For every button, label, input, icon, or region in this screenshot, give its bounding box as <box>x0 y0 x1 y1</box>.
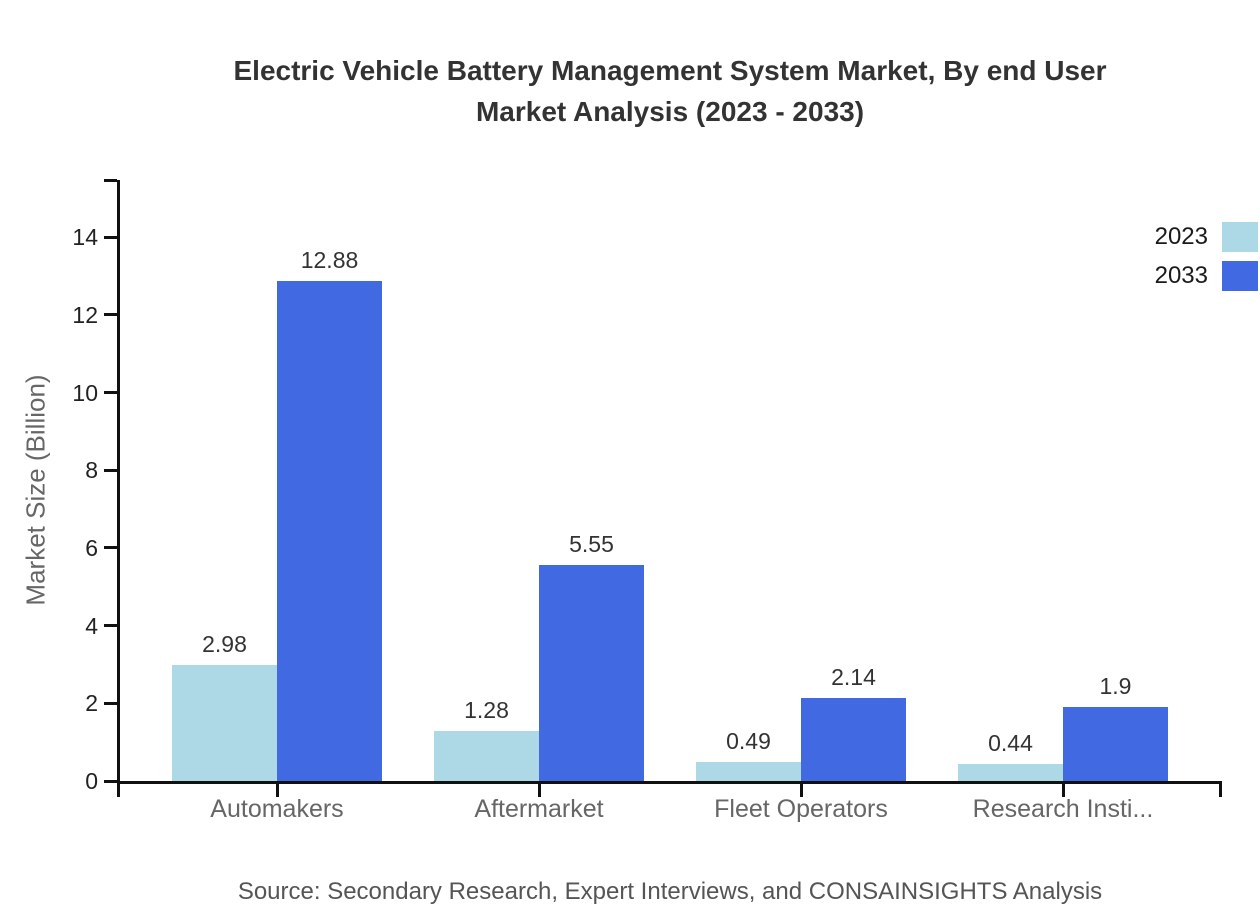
y-tick-label: 10 <box>72 379 98 406</box>
legend-item-2033: 2033 <box>1155 261 1258 291</box>
y-axis-title: Market Size (Billion) <box>20 374 51 606</box>
y-tick <box>104 391 117 394</box>
bar-2033-1 <box>539 565 644 781</box>
x-axis-left-end-tick <box>117 784 120 797</box>
y-tick <box>104 546 117 550</box>
y-tick-label: 2 <box>85 690 98 717</box>
category-label-1: Aftermarket <box>474 795 604 823</box>
x-tick-2 <box>799 784 803 797</box>
y-tick <box>104 235 117 239</box>
category-label-3: Research Insti... <box>972 795 1154 823</box>
x-tick-0 <box>275 784 279 797</box>
y-tick <box>104 313 117 317</box>
bar-value-2023-2: 0.49 <box>726 727 771 754</box>
y-tick-label: 8 <box>85 457 98 484</box>
bar-2023-0 <box>172 665 277 781</box>
bar-value-2033-1: 5.55 <box>569 531 614 558</box>
category-label-0: Automakers <box>210 795 344 823</box>
bar-2033-2 <box>801 697 906 781</box>
y-tick <box>104 779 117 783</box>
y-axis-end-cap <box>104 178 117 182</box>
y-tick-label: 0 <box>85 768 98 794</box>
page-title-line1: Electric Vehicle Battery Management Syst… <box>233 55 1107 86</box>
page-title: Electric Vehicle Battery Management Syst… <box>80 50 1260 132</box>
source-note: Source: Secondary Research, Expert Inter… <box>237 878 1103 905</box>
bar-2023-3 <box>958 763 1063 781</box>
y-tick-label: 14 <box>72 224 98 251</box>
bar-2033-3 <box>1063 707 1168 781</box>
legend-label-2023: 2023 <box>1154 223 1208 250</box>
bar-2033-0 <box>277 280 382 781</box>
bar-value-2023-3: 0.44 <box>988 729 1033 756</box>
y-tick <box>104 468 117 472</box>
bar-value-2033-0: 12.88 <box>300 246 359 273</box>
y-tick-label: 6 <box>85 534 98 561</box>
y-tick-label: 4 <box>85 612 98 639</box>
bar-value-2023-0: 2.98 <box>202 631 247 658</box>
bar-value-2033-3: 1.9 <box>1099 673 1132 700</box>
legend-label-2033: 2033 <box>1154 262 1208 289</box>
bar-2023-2 <box>696 761 801 781</box>
page-title-line2: Market Analysis (2023 - 2033) <box>475 96 865 127</box>
x-tick-3 <box>1061 784 1065 797</box>
legend-swatch-2023 <box>1222 222 1258 252</box>
legend-item-2023: 2023 <box>1155 222 1258 252</box>
bar-value-2033-2: 2.14 <box>831 663 876 690</box>
x-tick-1 <box>537 784 541 797</box>
legend-swatch-2033 <box>1222 261 1258 291</box>
bar-value-2023-1: 1.28 <box>464 697 509 724</box>
y-tick <box>104 701 117 705</box>
chart-plot-area: 0 2 4 6 8 10 12 14 2.98 12.88 Automakers 1.28 5.55 Af… <box>72 178 1222 823</box>
y-tick-label: 12 <box>72 301 98 328</box>
bar-2023-1 <box>434 731 539 781</box>
x-axis-right-end-tick <box>1219 784 1222 797</box>
legend: 2023 2033 <box>1155 222 1258 300</box>
y-tick <box>104 624 117 628</box>
category-label-2: Fleet Operators <box>714 795 888 823</box>
